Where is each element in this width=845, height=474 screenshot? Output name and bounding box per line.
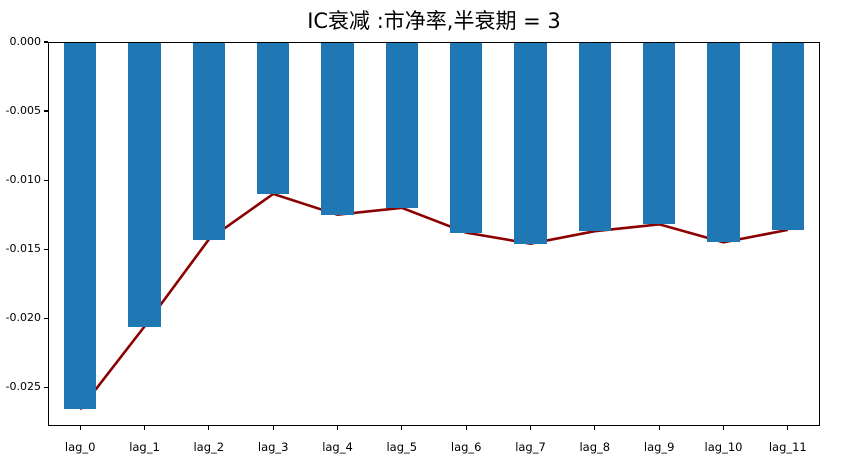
x-tick-mark <box>658 426 660 430</box>
bar-lag_6 <box>450 42 483 233</box>
x-tick-label-lag_8: lag_8 <box>579 440 611 454</box>
x-tick-mark <box>594 426 596 430</box>
y-tick-label: -0.010 <box>5 173 41 187</box>
plot-area <box>48 42 820 426</box>
x-tick-label-lag_3: lag_3 <box>257 440 289 454</box>
x-tick-label-lag_7: lag_7 <box>515 440 546 454</box>
x-tick-label-lag_5: lag_5 <box>386 440 418 454</box>
x-tick-mark <box>208 426 210 430</box>
line-layer <box>79 192 789 411</box>
bar-lag_2 <box>192 42 225 240</box>
x-tick-label-lag_6: lag_6 <box>450 440 482 454</box>
chart-title: IC衰减 :市净率,半衰期 = 3 <box>307 9 561 33</box>
y-tick-label: -0.005 <box>5 104 41 118</box>
x-tick-label-lag_11: lag_11 <box>768 440 807 454</box>
bar-lag_9 <box>643 42 676 225</box>
y-tick-label: -0.020 <box>5 311 41 325</box>
x-tick-mark <box>401 426 403 430</box>
x-tick-mark <box>272 426 274 430</box>
bar-lag_4 <box>321 42 354 215</box>
x-tick-label-lag_4: lag_4 <box>322 440 353 454</box>
x-tick-mark <box>79 426 81 430</box>
y-tick-mark <box>44 179 48 181</box>
x-tick-mark <box>465 426 467 430</box>
y-tick-mark <box>44 110 48 112</box>
bar-lag_10 <box>707 42 740 243</box>
bar-lag_0 <box>64 42 97 410</box>
bar-lag_3 <box>257 42 290 194</box>
bar-lag_7 <box>514 42 547 244</box>
bar-lag_5 <box>385 42 418 208</box>
x-tick-label-lag_9: lag_9 <box>643 440 675 454</box>
x-tick-mark <box>143 426 146 430</box>
x-tick-label-lag_10: lag_10 <box>704 440 743 454</box>
bar-lag_1 <box>128 42 161 327</box>
y-tick-label: 0.000 <box>9 35 42 48</box>
y-tick-mark <box>44 317 48 319</box>
y-tick-label: -0.015 <box>5 242 41 256</box>
x-tick-label-lag_2: lag_2 <box>193 440 225 454</box>
x-tick-label-lag_0: lag_0 <box>64 440 96 454</box>
y-tick-label: -0.025 <box>5 380 41 394</box>
bar-lag_8 <box>578 42 611 232</box>
y-tick-mark <box>44 41 48 43</box>
bar-lag_11 <box>771 42 804 230</box>
x-tick-label-lag_1: lag_1 <box>129 440 160 454</box>
ic-decay-line <box>79 192 789 411</box>
y-tick-mark <box>44 248 48 250</box>
x-tick-mark <box>529 426 532 430</box>
x-tick-mark <box>787 426 789 430</box>
x-tick-mark <box>336 426 339 430</box>
y-tick-mark <box>44 386 48 388</box>
x-tick-mark <box>722 426 725 430</box>
